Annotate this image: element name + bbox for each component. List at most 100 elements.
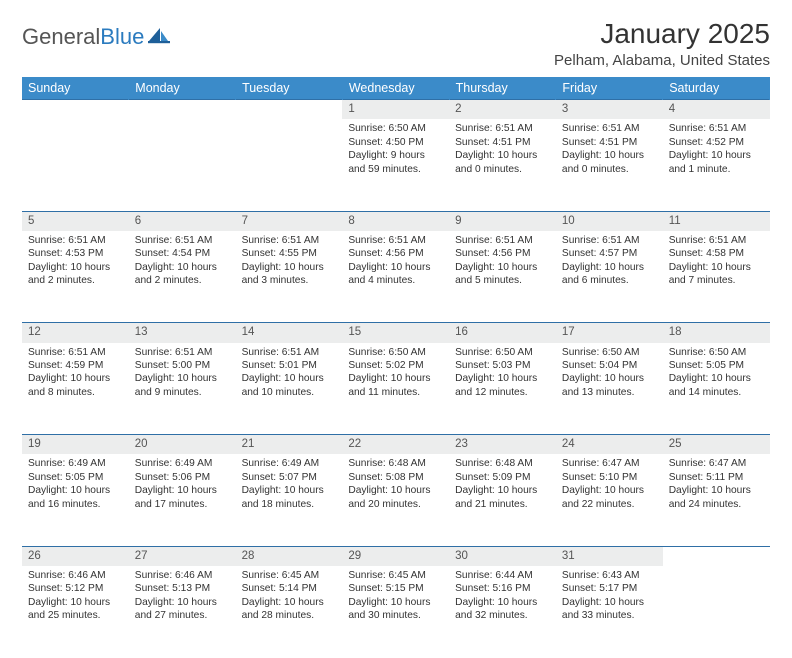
day-detail: Sunrise: 6:51 AMSunset: 4:51 PMDaylight:… bbox=[455, 122, 550, 176]
sunset-text: Sunset: 5:15 PM bbox=[348, 582, 443, 595]
day-number: 5 bbox=[22, 211, 129, 231]
day-cell: Sunrise: 6:50 AMSunset: 5:05 PMDaylight:… bbox=[663, 343, 770, 435]
title-block: January 2025 Pelham, Alabama, United Sta… bbox=[554, 18, 770, 69]
daylight-text: Daylight: 10 hours and 32 minutes. bbox=[455, 596, 550, 623]
day-detail: Sunrise: 6:50 AMSunset: 5:03 PMDaylight:… bbox=[455, 346, 550, 400]
sunset-text: Sunset: 5:05 PM bbox=[28, 471, 123, 484]
day-cell: Sunrise: 6:50 AMSunset: 5:03 PMDaylight:… bbox=[449, 343, 556, 435]
day-detail: Sunrise: 6:43 AMSunset: 5:17 PMDaylight:… bbox=[562, 569, 657, 623]
day-cell bbox=[129, 119, 236, 211]
day-header: Thursday bbox=[449, 77, 556, 100]
sunset-text: Sunset: 5:11 PM bbox=[669, 471, 764, 484]
day-number: 24 bbox=[556, 435, 663, 455]
sunrise-text: Sunrise: 6:51 AM bbox=[242, 234, 337, 247]
sunset-text: Sunset: 4:53 PM bbox=[28, 247, 123, 260]
sunset-text: Sunset: 5:16 PM bbox=[455, 582, 550, 595]
daylight-text: Daylight: 10 hours and 6 minutes. bbox=[562, 261, 657, 288]
day-number: 31 bbox=[556, 546, 663, 566]
sunrise-text: Sunrise: 6:50 AM bbox=[348, 122, 443, 135]
sunset-text: Sunset: 5:04 PM bbox=[562, 359, 657, 372]
day-cell: Sunrise: 6:50 AMSunset: 4:50 PMDaylight:… bbox=[342, 119, 449, 211]
day-number: 27 bbox=[129, 546, 236, 566]
daylight-text: Daylight: 10 hours and 33 minutes. bbox=[562, 596, 657, 623]
day-number: 8 bbox=[342, 211, 449, 231]
sunset-text: Sunset: 5:06 PM bbox=[135, 471, 230, 484]
day-cell: Sunrise: 6:51 AMSunset: 4:56 PMDaylight:… bbox=[449, 231, 556, 323]
day-number-row: 12131415161718 bbox=[22, 323, 770, 343]
daylight-text: Daylight: 10 hours and 12 minutes. bbox=[455, 372, 550, 399]
sunset-text: Sunset: 5:07 PM bbox=[242, 471, 337, 484]
sunset-text: Sunset: 4:54 PM bbox=[135, 247, 230, 260]
daylight-text: Daylight: 10 hours and 1 minute. bbox=[669, 149, 764, 176]
day-header: Sunday bbox=[22, 77, 129, 100]
daylight-text: Daylight: 9 hours and 59 minutes. bbox=[348, 149, 443, 176]
day-number: 20 bbox=[129, 435, 236, 455]
day-detail: Sunrise: 6:49 AMSunset: 5:05 PMDaylight:… bbox=[28, 457, 123, 511]
sunrise-text: Sunrise: 6:50 AM bbox=[455, 346, 550, 359]
day-number: 25 bbox=[663, 435, 770, 455]
day-detail: Sunrise: 6:49 AMSunset: 5:06 PMDaylight:… bbox=[135, 457, 230, 511]
sunrise-text: Sunrise: 6:51 AM bbox=[669, 122, 764, 135]
day-cell: Sunrise: 6:51 AMSunset: 4:58 PMDaylight:… bbox=[663, 231, 770, 323]
day-number bbox=[22, 100, 129, 120]
day-detail: Sunrise: 6:48 AMSunset: 5:09 PMDaylight:… bbox=[455, 457, 550, 511]
day-number: 16 bbox=[449, 323, 556, 343]
sunrise-text: Sunrise: 6:50 AM bbox=[348, 346, 443, 359]
daylight-text: Daylight: 10 hours and 2 minutes. bbox=[28, 261, 123, 288]
sunrise-text: Sunrise: 6:51 AM bbox=[562, 122, 657, 135]
day-detail: Sunrise: 6:51 AMSunset: 5:00 PMDaylight:… bbox=[135, 346, 230, 400]
day-cell: Sunrise: 6:51 AMSunset: 4:59 PMDaylight:… bbox=[22, 343, 129, 435]
sunset-text: Sunset: 5:05 PM bbox=[669, 359, 764, 372]
day-cell: Sunrise: 6:49 AMSunset: 5:07 PMDaylight:… bbox=[236, 454, 343, 546]
day-detail: Sunrise: 6:46 AMSunset: 5:12 PMDaylight:… bbox=[28, 569, 123, 623]
sunrise-text: Sunrise: 6:51 AM bbox=[455, 122, 550, 135]
sunrise-text: Sunrise: 6:50 AM bbox=[562, 346, 657, 359]
day-number bbox=[663, 546, 770, 566]
daylight-text: Daylight: 10 hours and 8 minutes. bbox=[28, 372, 123, 399]
logo-text-blue: Blue bbox=[100, 24, 144, 50]
sunset-text: Sunset: 4:50 PM bbox=[348, 136, 443, 149]
sunrise-text: Sunrise: 6:50 AM bbox=[669, 346, 764, 359]
sunset-text: Sunset: 5:01 PM bbox=[242, 359, 337, 372]
month-title: January 2025 bbox=[554, 18, 770, 50]
daylight-text: Daylight: 10 hours and 5 minutes. bbox=[455, 261, 550, 288]
sunrise-text: Sunrise: 6:48 AM bbox=[348, 457, 443, 470]
daylight-text: Daylight: 10 hours and 25 minutes. bbox=[28, 596, 123, 623]
day-number: 11 bbox=[663, 211, 770, 231]
day-detail: Sunrise: 6:51 AMSunset: 4:55 PMDaylight:… bbox=[242, 234, 337, 288]
sunset-text: Sunset: 5:14 PM bbox=[242, 582, 337, 595]
daylight-text: Daylight: 10 hours and 30 minutes. bbox=[348, 596, 443, 623]
day-number: 3 bbox=[556, 100, 663, 120]
day-detail: Sunrise: 6:50 AMSunset: 5:05 PMDaylight:… bbox=[669, 346, 764, 400]
sunset-text: Sunset: 4:59 PM bbox=[28, 359, 123, 372]
day-number: 14 bbox=[236, 323, 343, 343]
day-number: 22 bbox=[342, 435, 449, 455]
sunset-text: Sunset: 4:56 PM bbox=[455, 247, 550, 260]
sunset-text: Sunset: 4:57 PM bbox=[562, 247, 657, 260]
day-detail: Sunrise: 6:51 AMSunset: 4:51 PMDaylight:… bbox=[562, 122, 657, 176]
day-cell: Sunrise: 6:51 AMSunset: 5:00 PMDaylight:… bbox=[129, 343, 236, 435]
day-number: 7 bbox=[236, 211, 343, 231]
day-number: 29 bbox=[342, 546, 449, 566]
calendar-page: GeneralBlue January 2025 Pelham, Alabama… bbox=[0, 0, 792, 658]
sunset-text: Sunset: 5:08 PM bbox=[348, 471, 443, 484]
sunrise-text: Sunrise: 6:51 AM bbox=[28, 234, 123, 247]
day-cell: Sunrise: 6:49 AMSunset: 5:06 PMDaylight:… bbox=[129, 454, 236, 546]
sunrise-text: Sunrise: 6:47 AM bbox=[669, 457, 764, 470]
day-detail-row: Sunrise: 6:50 AMSunset: 4:50 PMDaylight:… bbox=[22, 119, 770, 211]
day-cell: Sunrise: 6:51 AMSunset: 4:56 PMDaylight:… bbox=[342, 231, 449, 323]
daylight-text: Daylight: 10 hours and 20 minutes. bbox=[348, 484, 443, 511]
calendar-table: Sunday Monday Tuesday Wednesday Thursday… bbox=[22, 77, 770, 658]
sunrise-text: Sunrise: 6:51 AM bbox=[135, 234, 230, 247]
daylight-text: Daylight: 10 hours and 2 minutes. bbox=[135, 261, 230, 288]
daylight-text: Daylight: 10 hours and 3 minutes. bbox=[242, 261, 337, 288]
day-number: 1 bbox=[342, 100, 449, 120]
day-header: Wednesday bbox=[342, 77, 449, 100]
sunrise-text: Sunrise: 6:45 AM bbox=[242, 569, 337, 582]
day-number-row: 262728293031 bbox=[22, 546, 770, 566]
day-number: 21 bbox=[236, 435, 343, 455]
sunrise-text: Sunrise: 6:51 AM bbox=[348, 234, 443, 247]
day-detail: Sunrise: 6:46 AMSunset: 5:13 PMDaylight:… bbox=[135, 569, 230, 623]
day-cell: Sunrise: 6:49 AMSunset: 5:05 PMDaylight:… bbox=[22, 454, 129, 546]
day-number: 26 bbox=[22, 546, 129, 566]
